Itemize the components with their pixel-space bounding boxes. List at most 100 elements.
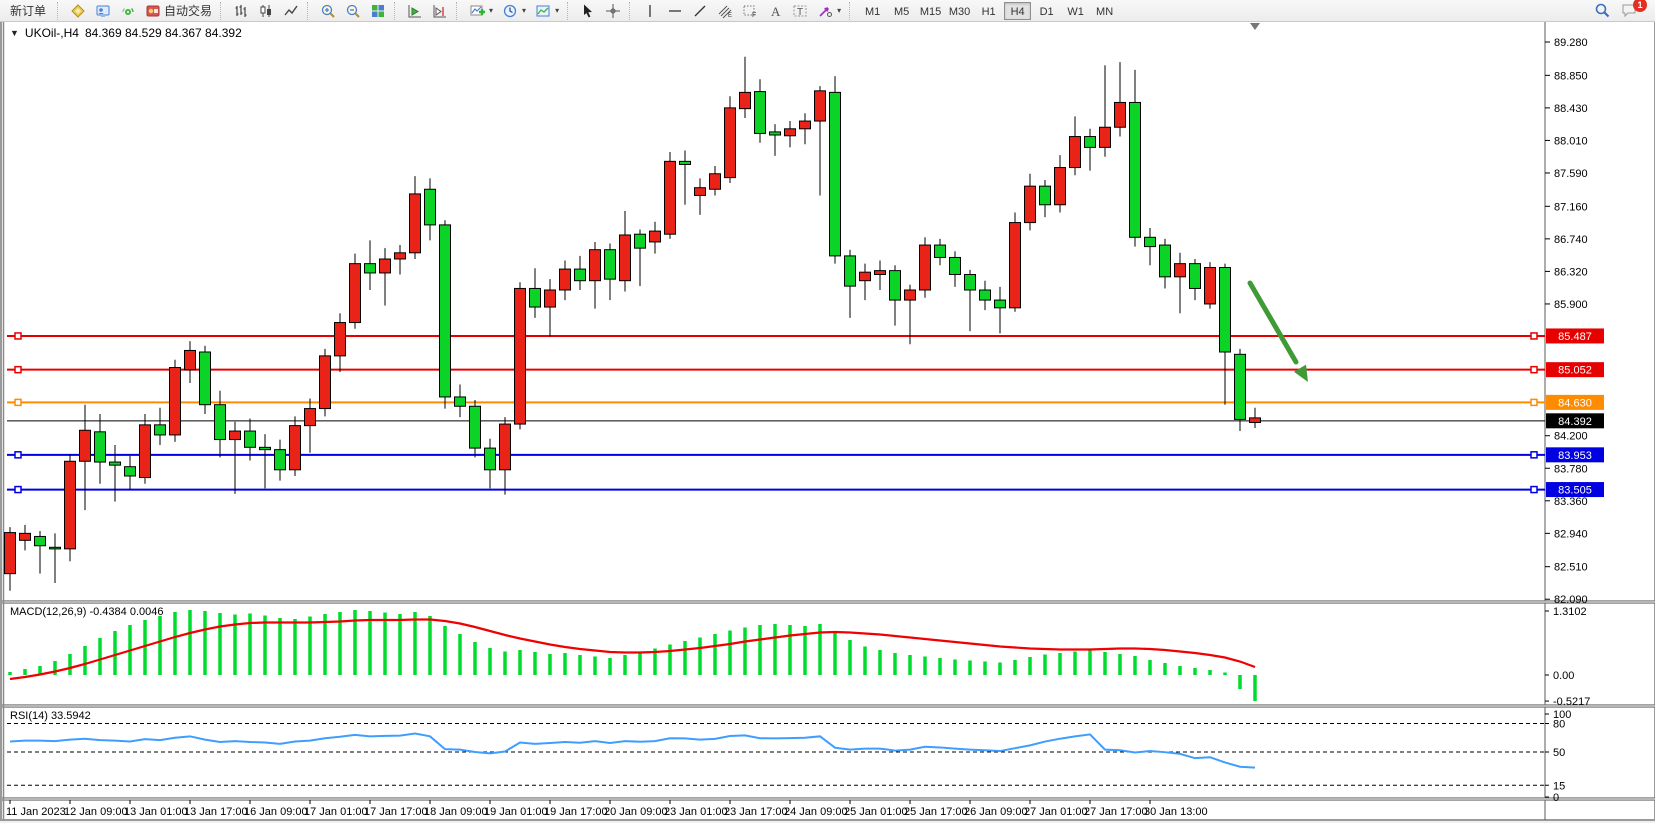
fibo-grid-icon: F	[742, 3, 758, 19]
search-button[interactable]	[1590, 1, 1615, 21]
zoom-in-button[interactable]	[316, 1, 340, 21]
svg-text:88.430: 88.430	[1554, 103, 1588, 115]
svg-text:16 Jan 09:00: 16 Jan 09:00	[244, 806, 308, 818]
horizontal-line-icon	[667, 3, 683, 19]
autotrading-label: 自动交易	[164, 4, 213, 18]
timeframe-button-d1[interactable]: D1	[1039, 5, 1054, 18]
templates-icon	[535, 3, 551, 19]
svg-text:87.160: 87.160	[1554, 201, 1588, 213]
line-chart-button[interactable]	[279, 1, 303, 21]
bars-chart-button[interactable]	[229, 1, 253, 21]
toolbar-separator	[849, 1, 854, 20]
svg-text:85.052: 85.052	[1558, 365, 1592, 377]
signals-icon	[120, 3, 136, 19]
svg-text:87.590: 87.590	[1554, 168, 1588, 180]
chevron-down-icon[interactable]: ▼	[10, 28, 19, 38]
svg-text:18 Jan 09:00: 18 Jan 09:00	[424, 806, 488, 818]
toolbar-separator	[57, 1, 62, 20]
svg-text:25 Jan 01:00: 25 Jan 01:00	[844, 806, 908, 818]
timeframe-button-h4[interactable]: H4	[1004, 1, 1032, 20]
dropdown-caret-icon: ▾	[837, 6, 842, 15]
new-order-button[interactable]: 新订单	[10, 4, 47, 18]
svg-text:80: 80	[1553, 719, 1565, 731]
trendline-button[interactable]	[688, 1, 712, 21]
svg-text:23 Jan 01:00: 23 Jan 01:00	[664, 806, 728, 818]
svg-text:82.940: 82.940	[1554, 528, 1588, 540]
fibonacci-button[interactable]: E	[713, 1, 737, 21]
svg-text:89.280: 89.280	[1554, 37, 1588, 49]
cursor-button[interactable]	[576, 1, 600, 21]
toolbar: 新订单 自动交易 ▾ ▾ ▾ E F A T ▾ M1 M5 M15 M30 H1 H4 D…	[0, 0, 1655, 22]
indicators-add-icon	[469, 3, 486, 19]
chart-shift-icon	[432, 3, 448, 19]
candles-chart-button[interactable]	[254, 1, 278, 21]
svg-text:85.487: 85.487	[1558, 331, 1592, 343]
indicators-button[interactable]: ▾	[465, 1, 497, 21]
svg-text:20 Jan 09:00: 20 Jan 09:00	[604, 806, 668, 818]
svg-text:13 Jan 01:00: 13 Jan 01:00	[124, 806, 188, 818]
svg-text:86.320: 86.320	[1554, 266, 1588, 278]
svg-text:84.630: 84.630	[1558, 397, 1592, 409]
shapes-button[interactable]: ▾	[813, 1, 845, 21]
svg-text:30 Jan 13:00: 30 Jan 13:00	[1144, 806, 1208, 818]
svg-text:1.3102: 1.3102	[1553, 606, 1587, 618]
signals-button[interactable]	[116, 1, 140, 21]
candles-chart-icon	[258, 3, 274, 19]
svg-text:83.505: 83.505	[1558, 485, 1592, 497]
crosshair-icon	[605, 3, 621, 19]
timeframe-group: M1 M5 M15 M30 H1 H4 D1 W1 MN	[858, 1, 1119, 20]
svg-text:0.00: 0.00	[1553, 670, 1574, 682]
tile-windows-button[interactable]	[366, 1, 390, 21]
svg-text:A: A	[771, 4, 781, 19]
vertical-line-button[interactable]	[638, 1, 662, 21]
macd-label: MACD(12,26,9) -0.4384 0.0046	[10, 606, 163, 618]
text-label-button[interactable]: T	[788, 1, 812, 21]
timeframe-button-m30[interactable]: M30	[948, 5, 971, 18]
notifications-button[interactable]: 1	[1616, 0, 1647, 21]
line-chart-icon	[283, 3, 299, 19]
horizontal-lines: 85.487 85.052 84.630 83.953 83.505	[7, 328, 1604, 498]
svg-text:27 Jan 01:00: 27 Jan 01:00	[1024, 806, 1088, 818]
auto-scroll-button[interactable]	[403, 1, 427, 21]
periods-button[interactable]: ▾	[498, 1, 530, 21]
notification-badge: 1	[1633, 0, 1647, 12]
terminal-button[interactable]	[91, 1, 115, 21]
timeframe-button-m15[interactable]: M15	[919, 5, 942, 18]
toolbar-separator	[394, 1, 399, 20]
svg-text:83.780: 83.780	[1554, 463, 1588, 475]
timeframe-button-m1[interactable]: M1	[864, 5, 881, 18]
toolbar-separator	[307, 1, 312, 20]
svg-text:85.900: 85.900	[1554, 299, 1588, 311]
current-price-line: 84.392	[7, 413, 1604, 429]
trend-arrow-annotation[interactable]	[1247, 280, 1308, 382]
timeframe-button-h1[interactable]: H1	[981, 5, 996, 18]
svg-text:F: F	[752, 12, 756, 19]
toolbar-separator	[220, 1, 225, 20]
toolbar-separator	[456, 1, 461, 20]
crosshair-button[interactable]	[601, 1, 625, 21]
horizontal-line-button[interactable]	[663, 1, 687, 21]
templates-button[interactable]: ▾	[531, 1, 563, 21]
terminal-user-icon	[95, 3, 111, 19]
tile-windows-icon	[370, 3, 386, 19]
svg-text:E: E	[728, 13, 732, 19]
zoom-out-button[interactable]	[341, 1, 365, 21]
svg-text:17 Jan 01:00: 17 Jan 01:00	[304, 806, 368, 818]
autotrading-button[interactable]: 自动交易	[141, 1, 216, 21]
metaeditor-button[interactable]	[66, 1, 90, 21]
chart-shift-button[interactable]	[428, 1, 452, 21]
timeframe-button-w1[interactable]: W1	[1067, 5, 1084, 18]
svg-text:83.360: 83.360	[1554, 496, 1588, 508]
toolbar-separator	[629, 1, 634, 20]
trendline-icon	[692, 3, 708, 19]
svg-text:27 Jan 17:00: 27 Jan 17:00	[1084, 806, 1148, 818]
svg-text:82.510: 82.510	[1554, 562, 1588, 574]
timeframe-button-m5[interactable]: M5	[893, 5, 910, 18]
svg-text:T: T	[797, 7, 803, 18]
text-button[interactable]: A	[763, 1, 787, 21]
svg-text:88.010: 88.010	[1554, 135, 1588, 147]
fibo-grid-button[interactable]: F	[738, 1, 762, 21]
svg-text:19 Jan 01:00: 19 Jan 01:00	[484, 806, 548, 818]
timeframe-button-mn[interactable]: MN	[1096, 5, 1114, 18]
chart-canvas[interactable]: 89.280 88.850 88.430 88.010 87.590 87.160 86.7…	[2, 22, 1655, 821]
